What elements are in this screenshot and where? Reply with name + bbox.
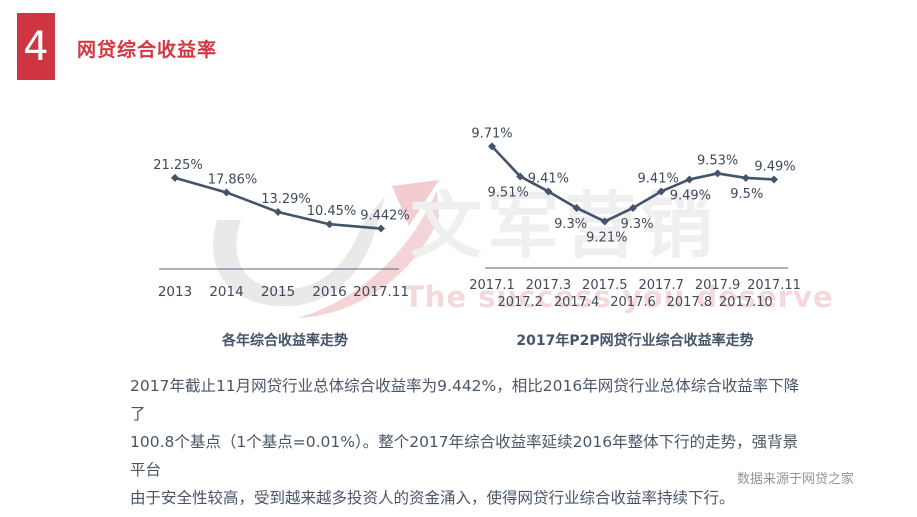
x-tick-label: 2017.11 xyxy=(353,284,409,300)
data-point-marker xyxy=(325,220,334,229)
data-point-label: 9.49% xyxy=(754,159,795,174)
x-tick-label: 2017.9 xyxy=(695,278,741,293)
data-point-label: 9.71% xyxy=(471,126,512,141)
data-point-marker xyxy=(377,224,385,233)
left-chart-title: 各年综合收益率走势 xyxy=(222,333,348,349)
monthly-yield-line-chart: 9.71%9.51%9.41%9.3%9.21%9.3%9.41%9.49%9.… xyxy=(469,126,801,310)
data-point-label: 9.442% xyxy=(360,209,410,224)
data-point-marker xyxy=(600,217,609,226)
paragraph-line-2: 100.8个基点（1个基点=0.01%）。整个2017年综合收益率延续2016年… xyxy=(130,433,799,479)
data-point-marker xyxy=(741,173,750,182)
x-tick-label: 2017.4 xyxy=(554,295,600,310)
x-tick-label: 2017.10 xyxy=(719,295,773,310)
data-point-marker xyxy=(516,172,525,181)
watermark-logo-icon xyxy=(213,180,439,318)
data-point-marker xyxy=(685,175,694,184)
data-point-marker xyxy=(274,208,282,217)
watermark-en-text: The success you deserve xyxy=(404,280,834,314)
data-point-marker xyxy=(488,142,496,151)
data-point-label: 13.29% xyxy=(261,192,311,207)
data-point-marker xyxy=(222,188,231,197)
data-point-marker xyxy=(713,169,722,178)
data-point-label: 21.25% xyxy=(153,158,203,173)
x-tick-label: 2017.3 xyxy=(526,278,572,293)
slide-number-badge: 4 xyxy=(17,13,55,80)
paragraph-line-3: 由于安全性较高，受到越来越多投资人的资金涌入，使得网贷行业综合收益率持续下行。 xyxy=(130,489,735,507)
x-tick-label: 2013 xyxy=(158,284,192,300)
x-tick-label: 2017.2 xyxy=(497,295,543,310)
x-tick-label: 2017.5 xyxy=(582,278,628,293)
data-source-note: 数据来源于网贷之家 xyxy=(736,472,854,487)
watermark-cn-text: 文军营销 xyxy=(410,184,719,268)
data-point-label: 9.3% xyxy=(554,217,587,232)
logo-red-swoosh xyxy=(297,190,439,318)
data-point-label: 9.5% xyxy=(730,187,763,202)
summary-paragraph: 2017年截止11月网贷行业总体综合收益率为9.442%，相比2016年网贷行业… xyxy=(130,372,810,512)
data-point-label: 10.45% xyxy=(307,204,357,219)
data-point-marker xyxy=(171,173,179,182)
data-point-label: 9.21% xyxy=(586,230,627,245)
data-point-label: 17.86% xyxy=(208,172,258,187)
x-tick-label: 2014 xyxy=(209,284,243,300)
data-point-marker xyxy=(544,187,553,196)
x-tick-label: 2017.7 xyxy=(638,278,684,293)
x-tick-label: 2017.11 xyxy=(747,278,801,293)
logo-red-wedge xyxy=(392,180,439,226)
x-tick-label: 2017.6 xyxy=(610,295,656,310)
data-point-label: 9.53% xyxy=(697,153,738,168)
x-tick-label: 2015 xyxy=(261,284,295,300)
x-tick-label: 2016 xyxy=(312,284,346,300)
data-point-label: 9.49% xyxy=(670,188,711,203)
data-point-label: 9.41% xyxy=(528,171,569,186)
data-point-marker xyxy=(657,187,666,196)
data-point-label: 9.51% xyxy=(488,185,529,200)
annual-yield-line-chart: 21.25% 17.86%13.29%10.45% 9.442% 2013 2014 20… xyxy=(153,158,410,300)
data-point-label: 9.41% xyxy=(638,171,679,186)
paragraph-line-1: 2017年截止11月网贷行业总体综合收益率为9.442%，相比2016年网贷行业… xyxy=(130,377,800,423)
x-tick-label: 2017.8 xyxy=(667,295,713,310)
logo-gray-swoosh xyxy=(213,196,385,307)
right-chart-title: 2017年P2P网贷行业综合收益率走势 xyxy=(516,333,754,349)
data-point-marker xyxy=(629,203,637,212)
data-point-marker xyxy=(770,175,778,184)
x-tick-label: 2017.1 xyxy=(469,278,515,293)
data-point-label: 9.3% xyxy=(620,217,653,232)
page-title: 网贷综合收益率 xyxy=(77,39,218,61)
data-point-marker xyxy=(572,203,581,212)
